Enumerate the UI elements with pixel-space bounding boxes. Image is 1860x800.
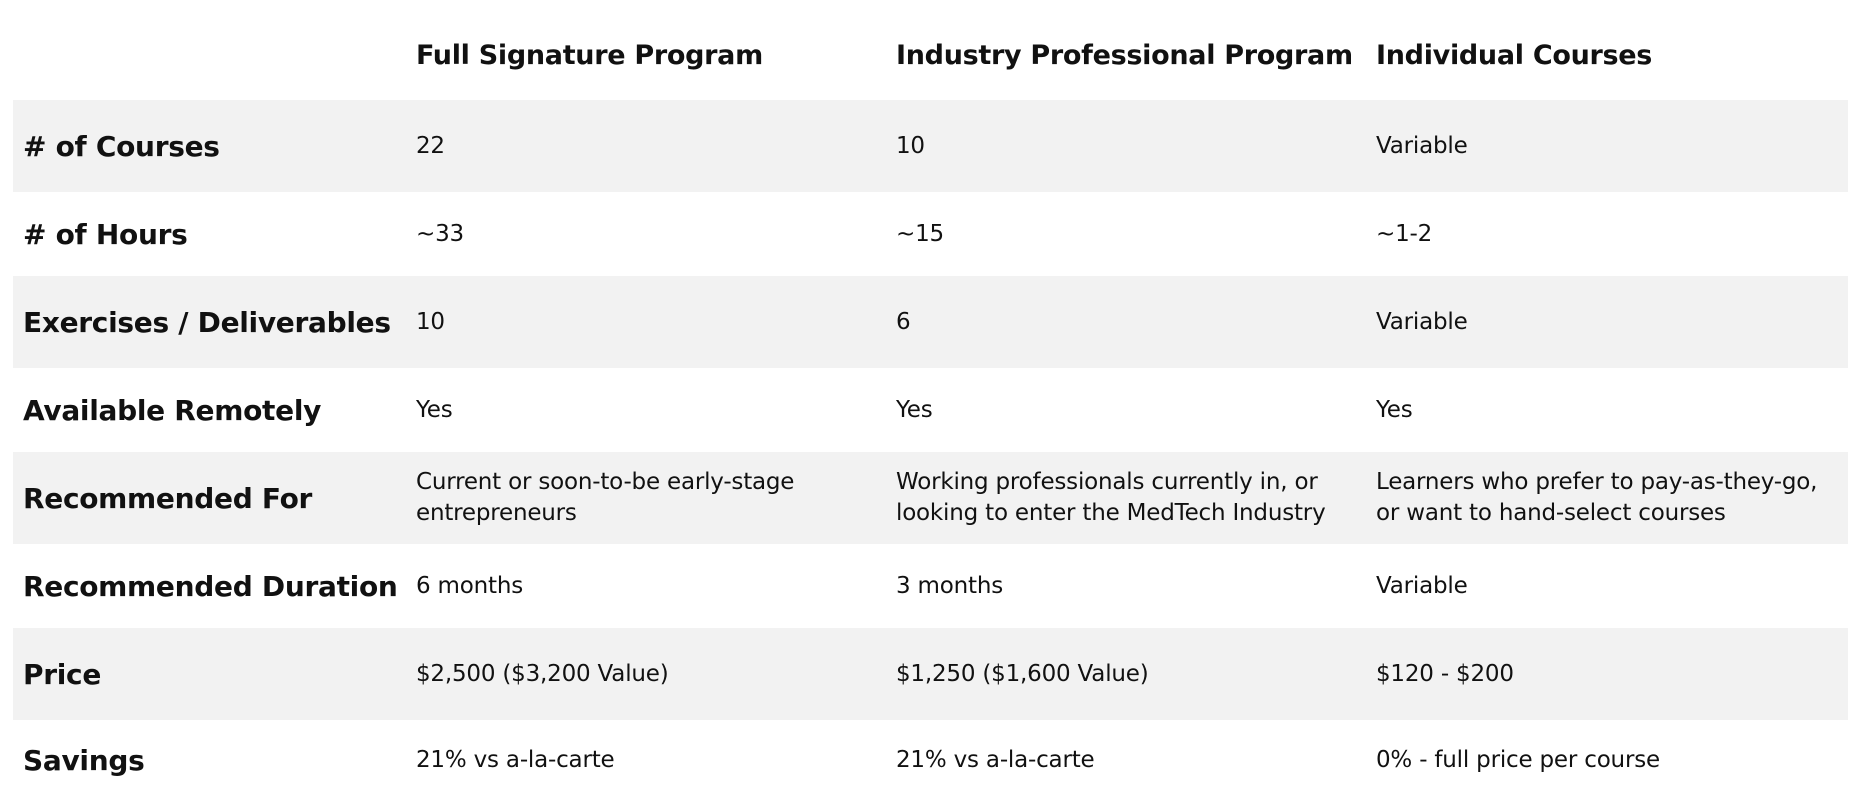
table-row: Recommended Duration 6 months 3 months V… [13, 544, 1848, 628]
row-label: Recommended For [23, 481, 313, 515]
row-label: Price [23, 657, 102, 691]
table-cell: 6 [896, 308, 911, 335]
table-cell: Variable [1376, 572, 1468, 599]
table-cell: 22 [416, 132, 445, 159]
table-row: Price $2,500 ($3,200 Value) $1,250 ($1,6… [13, 628, 1848, 720]
table-cell: 21% vs a-la-carte [896, 746, 1095, 773]
table-cell: 10 [896, 132, 925, 159]
table-cell: $1,250 ($1,600 Value) [896, 660, 1149, 687]
table-cell: Variable [1376, 132, 1468, 159]
table-cell: Yes [416, 396, 453, 423]
column-header-individual-courses: Individual Courses [1376, 39, 1653, 71]
table-cell: 21% vs a-la-carte [416, 746, 615, 773]
column-header-industry-professional: Industry Professional Program [896, 39, 1353, 71]
table-cell: ~1-2 [1376, 220, 1433, 247]
table-header-row: Full Signature Program Industry Professi… [13, 0, 1848, 100]
table-row: Savings 21% vs a-la-carte 21% vs a-la-ca… [13, 720, 1848, 800]
table-cell: 0% - full price per course [1376, 746, 1660, 773]
table-cell: Yes [896, 396, 933, 423]
table-cell: 3 months [896, 572, 1003, 599]
table-cell: $2,500 ($3,200 Value) [416, 660, 669, 687]
table-cell: Learners who prefer to pay-as-they-go, o… [1376, 469, 1818, 526]
comparison-table: Full Signature Program Industry Professi… [13, 0, 1848, 800]
table-cell: $120 - $200 [1376, 660, 1514, 687]
table-cell: Variable [1376, 308, 1468, 335]
table-row: # of Hours ~33 ~15 ~1-2 [13, 192, 1848, 276]
table-row: Recommended For Current or soon-to-be ea… [13, 452, 1848, 544]
table-row: # of Courses 22 10 Variable [13, 100, 1848, 192]
row-label: # of Hours [23, 217, 188, 251]
row-label: Recommended Duration [23, 569, 398, 603]
table-cell: 6 months [416, 572, 523, 599]
table-cell: 10 [416, 308, 445, 335]
row-label: Exercises / Deliverables [23, 305, 391, 339]
row-label: Available Remotely [23, 393, 322, 427]
table-cell: ~33 [416, 220, 464, 247]
table-cell: Working professionals currently in, or l… [896, 469, 1326, 526]
column-header-full-signature: Full Signature Program [416, 39, 763, 71]
table-cell: Yes [1376, 396, 1413, 423]
table-row: Exercises / Deliverables 10 6 Variable [13, 276, 1848, 368]
row-label: # of Courses [23, 129, 220, 163]
table-row: Available Remotely Yes Yes Yes [13, 368, 1848, 452]
table-cell: Current or soon-to-be early-stage entrep… [416, 469, 795, 526]
row-label: Savings [23, 743, 145, 777]
table-cell: ~15 [896, 220, 944, 247]
